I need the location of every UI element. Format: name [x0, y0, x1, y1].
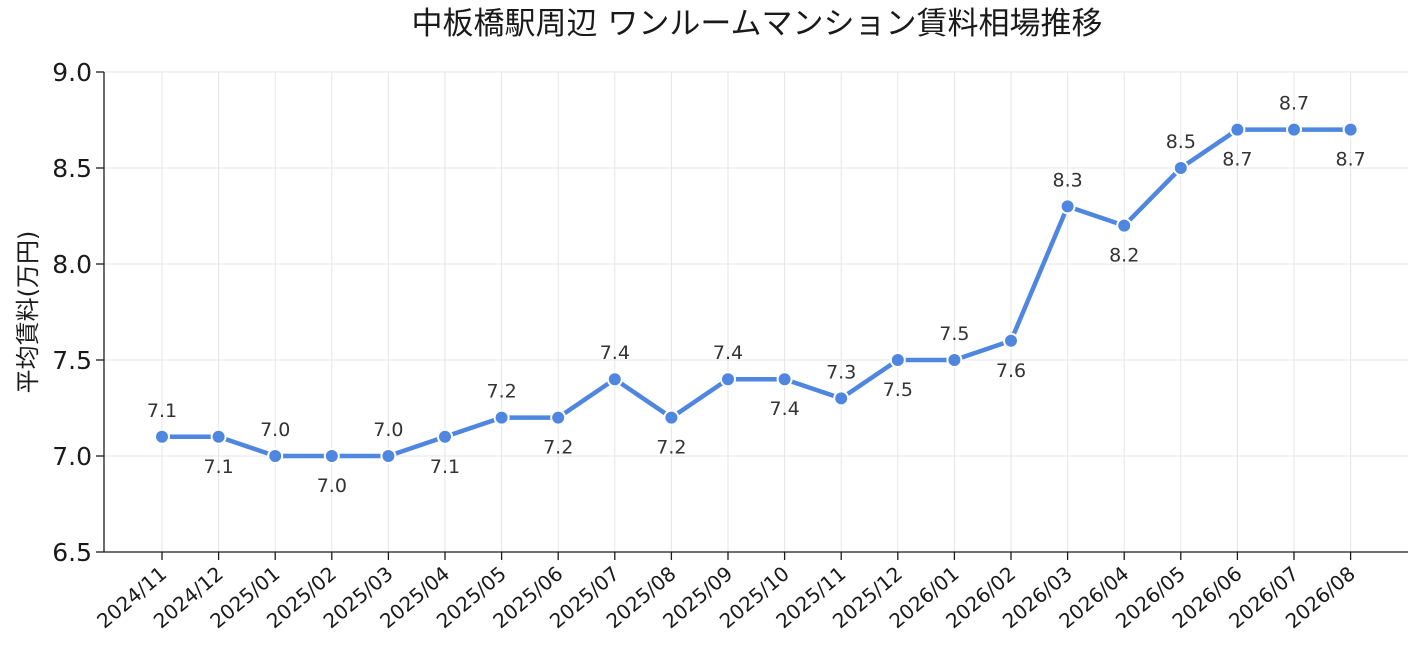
data-point	[1229, 121, 1246, 138]
data-point	[1059, 198, 1076, 215]
data-point	[1286, 121, 1302, 138]
chart-title: 中板橋駅周辺 ワンルームマンション賃料相場推移	[412, 6, 1103, 42]
data-point	[437, 428, 453, 445]
data-label: 8.2	[1109, 245, 1139, 267]
data-label: 7.4	[600, 342, 630, 364]
data-point	[493, 409, 510, 426]
data-point	[663, 409, 680, 426]
data-point	[210, 428, 227, 445]
data-label: 7.6	[996, 360, 1026, 382]
data-point	[776, 371, 793, 388]
data-label: 8.7	[1279, 93, 1309, 115]
data-point	[1172, 160, 1189, 176]
y-tick-label: 7.5	[52, 346, 92, 375]
data-point	[1342, 121, 1359, 138]
series-layer	[154, 121, 1359, 464]
grid-layer	[104, 71, 1408, 552]
data-label: 7.3	[826, 361, 856, 383]
y-tick-label: 7.0	[52, 442, 92, 471]
data-label: 7.2	[543, 437, 573, 459]
data-label: 7.0	[260, 419, 290, 441]
labels-layer: 7.1 7.1 7.0 7.0 7.0 7.1 7.2 7.2 7.4 7.2 7.4 7.4 7.3 7…	[147, 93, 1366, 497]
data-label: 7.2	[486, 381, 516, 403]
y-tick-label: 8.0	[52, 250, 92, 279]
data-label: 7.4	[713, 342, 743, 364]
data-label: 7.0	[317, 475, 347, 497]
data-label: 7.1	[430, 456, 460, 478]
y-tick-label: 8.5	[52, 154, 92, 183]
data-label: 7.2	[656, 437, 686, 459]
data-point	[946, 352, 963, 368]
data-point	[720, 371, 736, 388]
data-label: 7.4	[769, 398, 799, 420]
data-label: 8.3	[1052, 169, 1082, 191]
data-label: 8.7	[1335, 149, 1365, 171]
data-point	[380, 448, 397, 464]
data-point	[1116, 217, 1133, 234]
data-label: 7.5	[939, 323, 969, 345]
data-point	[833, 390, 850, 407]
data-point	[606, 371, 623, 388]
data-label: 7.1	[147, 400, 177, 422]
data-label: 7.1	[203, 456, 233, 478]
y-tick-label: 9.0	[52, 58, 92, 87]
data-label: 7.5	[883, 379, 913, 401]
data-label: 8.7	[1222, 149, 1252, 171]
y-tick-label: 6.5	[52, 538, 92, 567]
data-point	[154, 428, 170, 445]
data-point	[550, 409, 567, 426]
y-axis-label: 平均賃料(万円)	[14, 231, 42, 394]
data-point	[323, 448, 340, 464]
data-label: 7.0	[373, 419, 403, 441]
data-label: 8.5	[1166, 131, 1196, 153]
series-line	[159, 127, 1353, 459]
data-point	[267, 448, 284, 464]
data-point	[889, 352, 906, 368]
data-point	[1003, 332, 1019, 349]
